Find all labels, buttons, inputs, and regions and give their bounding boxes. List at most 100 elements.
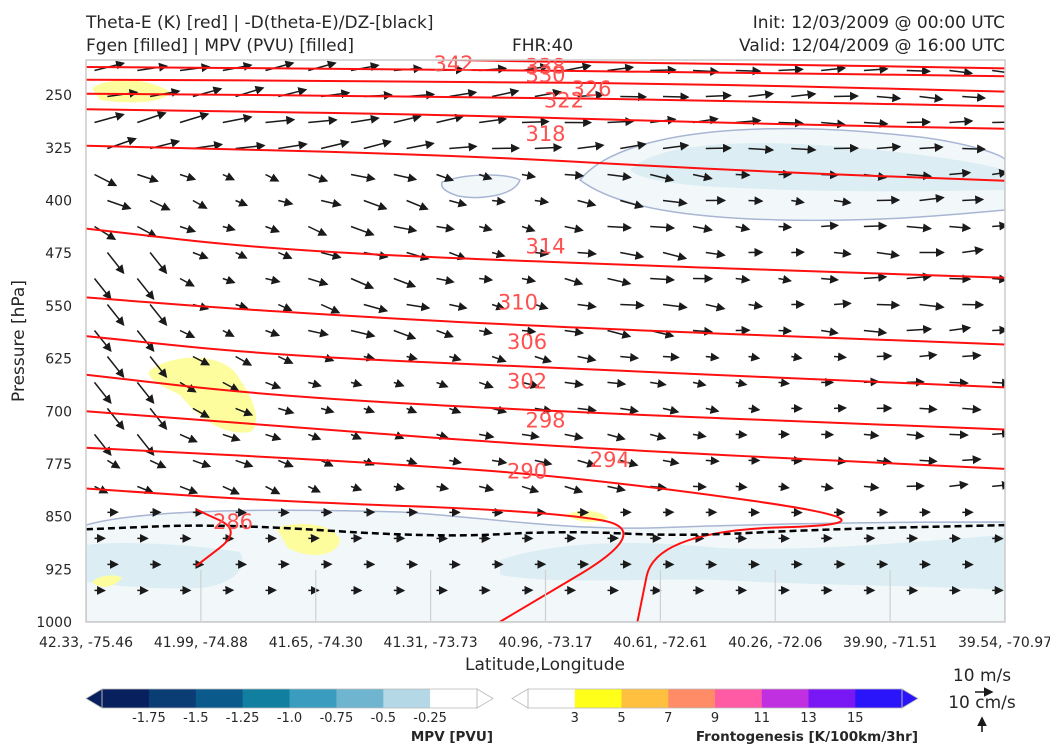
x-tick-label: 39.90, -71.51 xyxy=(843,635,937,651)
wind-arrow xyxy=(662,251,688,261)
wind-arrow xyxy=(949,378,969,388)
wind-arrow xyxy=(564,224,584,234)
wind-arrow xyxy=(821,221,839,231)
wind-arrow xyxy=(265,115,296,125)
wind-arrow xyxy=(833,299,852,309)
fgen-colorbar-label: Frontogenesis [K/100km/3hr] xyxy=(696,729,918,745)
wind-arrow xyxy=(949,117,974,126)
wind-arrow xyxy=(106,407,125,430)
wind-arrow xyxy=(449,456,463,466)
wind-arrow xyxy=(137,111,167,124)
colorbar-tick-label: 13 xyxy=(800,711,817,726)
wind-arrow xyxy=(919,456,938,466)
theta-e-contour-290 xyxy=(86,487,625,622)
wind-arrow xyxy=(179,433,198,443)
wind-arrow xyxy=(919,351,938,361)
wind-arrow xyxy=(478,223,493,233)
wind-arrow xyxy=(307,225,328,236)
wind-arrow xyxy=(650,379,667,389)
wind-arrow xyxy=(179,172,197,182)
wind-arrow xyxy=(179,224,197,234)
wind-arrow xyxy=(278,197,294,207)
wind-arrow xyxy=(919,404,938,414)
wind-arrow xyxy=(393,224,418,234)
wind-arrow xyxy=(577,198,597,208)
wind-arrow xyxy=(393,173,418,183)
y-tick-label: 250 xyxy=(45,88,72,104)
wind-arrow xyxy=(650,274,676,284)
wind-arrow xyxy=(919,194,945,203)
wind-arrow xyxy=(650,65,677,75)
wind-arrow xyxy=(436,173,455,182)
wind-arrow xyxy=(962,195,985,205)
wind-arrow xyxy=(149,356,168,378)
wind-arrow xyxy=(534,88,562,98)
wind-arrow xyxy=(491,249,506,259)
wind-arrow xyxy=(94,112,125,124)
x-tick-label: 41.65, -74.30 xyxy=(269,635,363,651)
wind-arrow xyxy=(748,404,761,414)
wind-arrow xyxy=(577,405,597,415)
wind-arrow xyxy=(277,355,294,364)
wind-arrow xyxy=(436,223,455,233)
wind-arrow xyxy=(735,430,748,440)
colorbar-tick-label: -0.75 xyxy=(320,711,354,726)
wind-arrow xyxy=(662,405,680,415)
colorbar-swatch xyxy=(621,689,669,708)
wind-arrow xyxy=(577,301,597,311)
wind-arrow xyxy=(491,457,508,466)
x-tick-label: 41.99, -74.88 xyxy=(154,635,248,651)
fgen-fill-mid xyxy=(149,357,257,433)
colorbar-tick-label: -1.25 xyxy=(226,711,260,726)
y-tick-label: 625 xyxy=(45,352,72,368)
wind-arrow xyxy=(308,432,322,441)
theta-e-label-314: 314 xyxy=(525,235,565,259)
theta-e-label-342: 342 xyxy=(434,52,474,76)
wind-arrow xyxy=(821,119,847,129)
colorbar-tick-label: 3 xyxy=(571,711,579,726)
wind-arrow xyxy=(235,459,254,468)
theta-e-label-338: 338 xyxy=(525,55,565,79)
wind-arrow xyxy=(863,221,888,231)
wind-arrow xyxy=(833,403,847,413)
wind-arrow xyxy=(320,139,350,150)
wind-arrow xyxy=(521,275,537,285)
wind-arrow xyxy=(192,199,208,209)
wind-arrow xyxy=(962,144,987,154)
wind-arrow xyxy=(307,484,321,493)
wind-arrow xyxy=(906,171,933,181)
wind-reference-horizontal: 10 m/s xyxy=(953,666,1011,686)
theta-e-label-298: 298 xyxy=(525,409,565,433)
wind-arrow xyxy=(136,225,158,238)
wind-arrow xyxy=(705,91,732,101)
wind-arrow xyxy=(607,329,632,339)
wind-arrow xyxy=(479,431,495,441)
wind-arrow xyxy=(449,142,478,152)
wind-arrow xyxy=(863,327,888,337)
wind-arrow xyxy=(863,64,889,74)
wind-arrow xyxy=(919,301,945,311)
wind-arrow xyxy=(949,223,972,233)
wind-arrow xyxy=(436,276,455,285)
wind-arrow xyxy=(393,482,406,492)
wind-arrow xyxy=(363,139,392,150)
colorbar-tick-label: -0.5 xyxy=(371,711,396,726)
wind-arrow xyxy=(992,429,1005,439)
wind-arrow xyxy=(222,275,236,285)
wind-arrow xyxy=(534,355,553,364)
wind-arrow xyxy=(1004,303,1005,305)
wind-arrow xyxy=(449,405,462,415)
wind-arrow xyxy=(778,118,804,128)
wind-arrow xyxy=(650,173,675,183)
wind-arrow xyxy=(320,198,342,208)
theta-e-contour-326 xyxy=(86,92,1005,108)
y-tick-label: 850 xyxy=(45,510,72,526)
theta-e-contour-294 xyxy=(86,446,843,622)
wind-arrow xyxy=(521,380,540,389)
wind-arrow xyxy=(876,351,893,361)
wind-arrow xyxy=(949,168,972,178)
wind-arrow xyxy=(620,458,639,468)
wind-arrow xyxy=(478,171,493,181)
colorbar-tick-label: -1.5 xyxy=(183,711,208,726)
colorbar-tick-label: 9 xyxy=(711,711,719,726)
